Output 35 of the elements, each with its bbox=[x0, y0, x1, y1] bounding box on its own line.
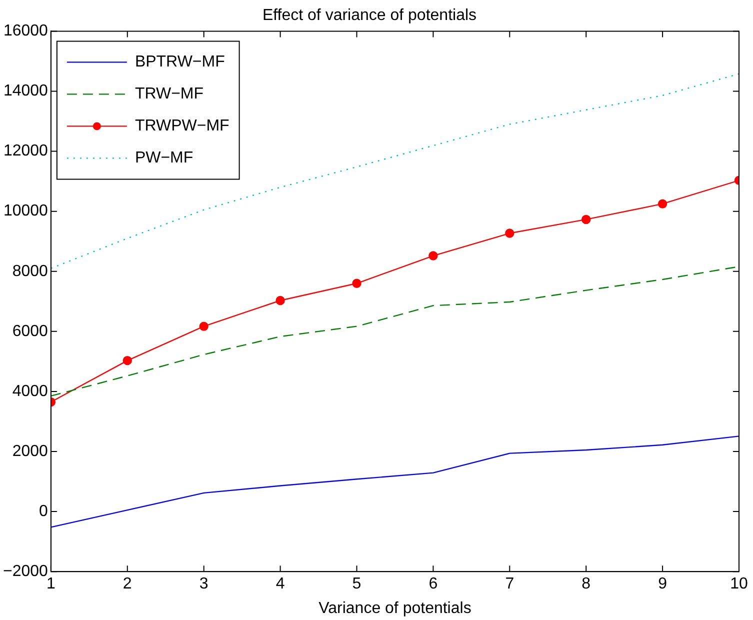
x-axis-title: Variance of potentials bbox=[318, 600, 472, 617]
chart-title: Effect of variance of potentials bbox=[262, 7, 477, 24]
y-tick-label: 16000 bbox=[3, 22, 48, 40]
point bbox=[581, 214, 591, 224]
y-tick-label: 12000 bbox=[3, 142, 48, 160]
point bbox=[276, 296, 285, 306]
point bbox=[505, 228, 514, 238]
line-series bbox=[50, 73, 739, 269]
y-tick-label: 8000 bbox=[12, 262, 48, 280]
x-tick-label: 5 bbox=[352, 576, 362, 593]
y-tick-label: 10000 bbox=[3, 202, 48, 220]
x-tick-label: 8 bbox=[582, 576, 591, 593]
point bbox=[428, 251, 438, 260]
y-tick-label: 2000 bbox=[12, 442, 48, 460]
x-tick-label: 7 bbox=[505, 576, 514, 593]
x-tick-label: 2 bbox=[122, 576, 132, 593]
point bbox=[199, 322, 208, 331]
x-tick-label: 9 bbox=[658, 576, 668, 593]
x-tick-label: 10 bbox=[730, 576, 748, 593]
x-tick-label: 1 bbox=[46, 576, 56, 593]
legend-label: TRWPW−MF bbox=[134, 118, 230, 135]
y-tick-label: 4000 bbox=[12, 382, 48, 400]
point bbox=[352, 278, 362, 288]
point bbox=[658, 199, 668, 208]
legend-label: BPTRW−MF bbox=[134, 54, 226, 71]
y-tick-label: 14000 bbox=[3, 82, 48, 100]
point bbox=[122, 356, 132, 366]
x-tick-label: 6 bbox=[428, 576, 438, 593]
legend-label: TRW−MF bbox=[134, 86, 204, 103]
y-tick-label: 0 bbox=[39, 502, 48, 520]
x-tick-label: 3 bbox=[199, 576, 208, 593]
legend-label: PW−MF bbox=[134, 150, 194, 167]
y-tick-label: −2000 bbox=[3, 563, 48, 580]
y-tick-label: 6000 bbox=[12, 322, 48, 340]
x-tick-label: 4 bbox=[276, 576, 285, 593]
